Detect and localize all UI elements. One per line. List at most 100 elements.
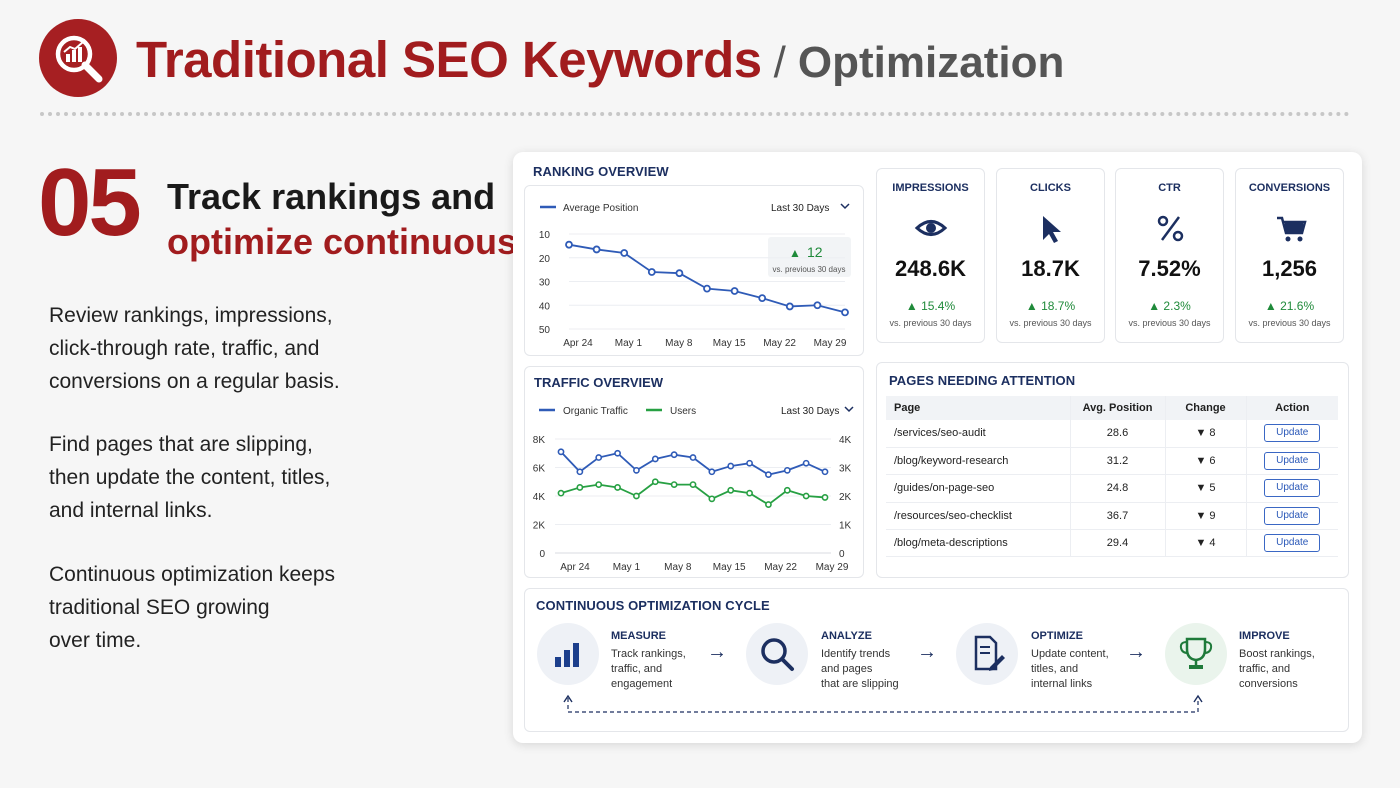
metric-card-clicks: CLICKS 18.7K ▲ 18.7% vs. previous 30 day… [996,168,1105,343]
data-point [595,481,603,488]
paragraph-1: Review rankings, impressions, click-thro… [49,299,340,398]
x-tick-label: Apr 24 [563,338,593,349]
metric-delta: ▲ 21.6% [1264,299,1315,313]
data-point [670,451,678,459]
cycle-loop-arrow [563,694,1203,713]
ranking-range-select[interactable]: Last 30 Days [771,203,829,214]
data-point [689,481,697,488]
data-point [708,495,716,503]
cycle-step-measure-icon [537,623,599,685]
traffic-range-select[interactable]: Last 30 Days [781,406,839,417]
headline-line-2: optimize continuously [167,221,548,262]
metric-card-ctr: CTR 7.52% ▲ 2.3% vs. previous 30 days [1115,168,1224,343]
y-right-tick-label: 3K [839,464,852,475]
document-edit-icon [974,635,1005,671]
y-right-tick-label: 2K [839,492,852,503]
table-row: /blog/keyword-research 31.2 ▼ 6 Update [886,447,1338,476]
data-point [557,448,565,456]
data-point [727,462,735,470]
page-path: /guides/on-page-seo [886,474,1070,503]
update-button[interactable]: Update [1264,479,1321,498]
x-tick-label: May 22 [764,562,797,573]
y-right-tick-label: 4K [839,435,852,446]
data-point [727,486,735,494]
data-point [758,294,767,303]
divider [40,112,1350,116]
page-path: /blog/meta-descriptions [886,529,1070,558]
data-point [802,459,810,467]
page-path: /resources/seo-checklist [886,502,1070,531]
cycle-step-desc: Boost rankings, traffic, and conversions [1239,648,1315,690]
data-point [783,466,791,474]
arrow-right-icon: → [1126,641,1146,663]
title-main: Traditional SEO Keywords [136,31,762,88]
data-point [802,492,810,500]
x-tick-label: May 8 [664,562,692,573]
col-change: Change [1164,396,1246,420]
col-action: Action [1245,396,1338,420]
metric-label: CONVERSIONS [1248,182,1331,194]
data-point [708,468,716,476]
data-point [765,471,772,479]
cycle-step-improve-icon [1165,623,1227,685]
avg-position: 31.2 [1069,447,1165,476]
avg-position: 36.7 [1069,502,1165,531]
data-point [689,454,697,461]
x-tick-label: May 15 [713,338,746,349]
data-point [592,245,601,254]
data-point [841,308,849,317]
magnifier-icon [761,638,794,671]
update-button[interactable]: Update [1264,452,1321,471]
metric-delta: ▲ 2.3% [1148,299,1191,313]
x-tick-label: May 15 [713,562,746,573]
data-point [821,468,829,476]
traffic-legend-organic: Organic Traffic [563,406,628,417]
chevron-down-icon[interactable] [844,406,854,413]
cycle-step-desc: Update content, titles, and internal links [1031,648,1109,690]
page-path: /blog/keyword-research [886,447,1070,476]
data-point [670,481,678,488]
data-point [783,486,791,494]
update-button[interactable]: Update [1264,506,1321,525]
badge-up-arrow: ▲ [789,246,801,260]
data-point [614,449,621,457]
ranking-chart: Average Position Last 30 Days ▲ 12 vs. p… [539,203,851,349]
arrow-right-icon: → [917,641,937,663]
update-button[interactable]: Update [1264,424,1321,443]
data-point [821,494,829,501]
update-button[interactable]: Update [1264,534,1321,553]
metric-label: CLICKS [1030,182,1071,194]
y-right-tick-label: 1K [839,521,852,532]
data-point [703,284,711,293]
data-point [765,501,772,508]
cycle-title: CONTINUOUS OPTIMIZATION CYCLE [536,598,770,613]
x-tick-label: Apr 24 [560,562,590,573]
data-point [633,466,640,474]
paragraph-line: Find pages that are slipping, [49,433,313,456]
data-point [633,492,640,500]
x-tick-label: May 8 [665,338,693,349]
paragraph-line: Continuous optimization keeps [49,563,336,586]
paragraph-line: and internal links. [49,499,213,522]
metric-value: 248.6K [895,256,966,281]
data-point [595,454,603,461]
ranking-badge [768,237,851,277]
eye-icon [914,220,948,236]
position-change: ▼ 6 [1164,447,1246,476]
metric-note: vs. previous 30 days [1128,318,1211,328]
table-row: /resources/seo-checklist 36.7 ▼ 9 Update [886,502,1338,531]
table-row: /blog/meta-descriptions 29.4 ▼ 4 Update [886,529,1338,558]
cycle-step-desc: Identify trends and pages that are slippin… [821,648,899,690]
paragraph-2: Find pages that are slipping, then updat… [49,428,330,527]
bar-chart-icon [555,643,579,667]
table-header-row: Page Avg. Position Change Action [886,396,1338,420]
metric-value: 18.7K [1021,256,1080,281]
table-row: /services/seo-audit 28.6 ▼ 8 Update [886,420,1338,448]
cycle-step-title: ANALYZE [821,630,872,642]
chevron-down-icon[interactable] [840,203,850,210]
metric-label: CTR [1158,182,1181,194]
ranking-badge-note: vs. previous 30 days [773,265,846,274]
x-tick-label: May 22 [763,338,796,349]
title-sub: Optimization [797,38,1065,87]
metric-label: IMPRESSIONS [892,182,969,194]
